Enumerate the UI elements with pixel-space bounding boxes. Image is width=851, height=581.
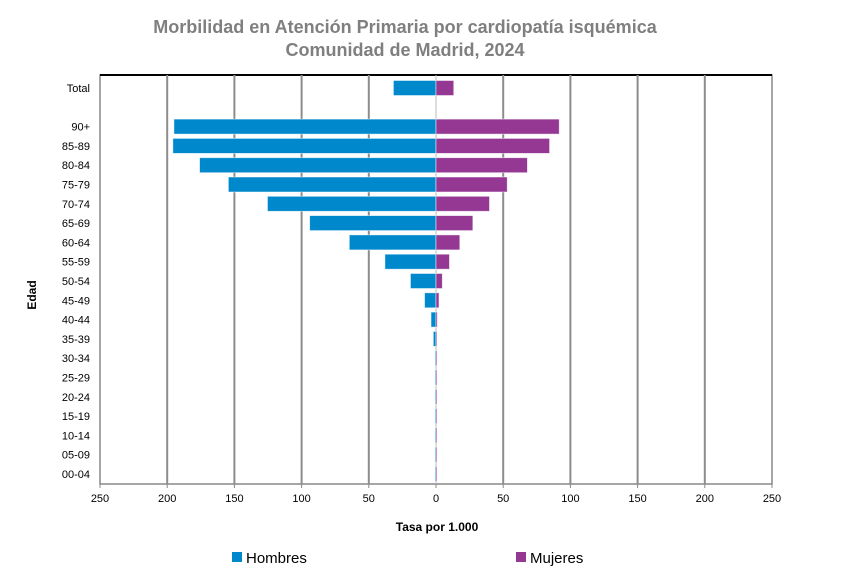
legend-swatch-mujeres bbox=[516, 552, 526, 562]
bar-hombres-55-59 bbox=[384, 253, 437, 270]
bar-hombres-40-44 bbox=[430, 311, 437, 328]
y-tick-label: 30-34 bbox=[62, 353, 90, 365]
bar-mujeres-60-64 bbox=[435, 234, 461, 251]
y-tick-label: 85-89 bbox=[62, 141, 90, 153]
y-tick-label: 40-44 bbox=[62, 315, 90, 327]
bar-mujeres-40-44 bbox=[435, 311, 438, 328]
y-tick-label: 45-49 bbox=[62, 295, 90, 307]
bar-hombres-35-39 bbox=[432, 330, 437, 347]
bar-mujeres-15-19 bbox=[435, 408, 438, 425]
x-tick-label: 0 bbox=[433, 493, 439, 505]
legend-swatch-hombres bbox=[232, 552, 242, 562]
x-tick-label: 150 bbox=[225, 493, 243, 505]
y-tick-label: 15-19 bbox=[62, 411, 90, 423]
y-tick-label: 65-69 bbox=[62, 218, 90, 230]
bar-mujeres-50-54 bbox=[435, 273, 443, 289]
bar-mujeres-Total bbox=[435, 80, 455, 96]
bar-hombres-45-49 bbox=[424, 292, 437, 309]
y-tick-label: 05-09 bbox=[62, 450, 90, 462]
bar-hombres-75-79 bbox=[227, 176, 437, 193]
bar-hombres-60-64 bbox=[348, 234, 437, 251]
y-tick-label: 55-59 bbox=[62, 257, 90, 269]
x-axis-label: Tasa por 1.000 bbox=[396, 520, 479, 534]
x-tick-label: 50 bbox=[497, 493, 509, 505]
bar-mujeres-30-34 bbox=[435, 350, 438, 367]
bar-hombres-85-89 bbox=[172, 137, 437, 154]
y-tick-label: 80-84 bbox=[62, 160, 90, 172]
y-tick-label: 60-64 bbox=[62, 237, 90, 249]
legend: Hombres Mujeres bbox=[232, 550, 583, 567]
bar-mujeres-70-74 bbox=[435, 195, 490, 212]
y-tick-label: Total bbox=[67, 83, 90, 95]
chart-title: Morbilidad en Atención Primaria por card… bbox=[153, 17, 657, 37]
bar-mujeres-55-59 bbox=[435, 253, 450, 270]
bar-mujeres-75-79 bbox=[435, 176, 508, 193]
bar-mujeres-85-89 bbox=[435, 137, 550, 154]
y-tick-label: 50-54 bbox=[62, 276, 90, 288]
bar-mujeres-90+ bbox=[435, 118, 560, 135]
bar-mujeres-05-09 bbox=[435, 446, 438, 463]
bar-hombres-Total bbox=[392, 80, 437, 96]
x-tick-label: 250 bbox=[763, 493, 781, 505]
bar-hombres-90+ bbox=[173, 118, 437, 135]
bar-hombres-70-74 bbox=[267, 195, 437, 212]
x-tick-label: 200 bbox=[696, 493, 714, 505]
y-tick-label: 90+ bbox=[71, 122, 90, 134]
bar-mujeres-10-14 bbox=[435, 427, 438, 444]
x-tick-label: 250 bbox=[91, 493, 109, 505]
bar-hombres-80-84 bbox=[199, 157, 437, 174]
x-tick-label: 100 bbox=[292, 493, 310, 505]
bar-hombres-50-54 bbox=[410, 273, 437, 289]
bar-mujeres-65-69 bbox=[435, 215, 474, 232]
bar-mujeres-00-04 bbox=[435, 466, 438, 482]
bar-mujeres-35-39 bbox=[435, 330, 438, 347]
y-tick-label: 00-04 bbox=[62, 469, 90, 481]
y-tick-label: 10-14 bbox=[62, 430, 90, 442]
bar-hombres-65-69 bbox=[309, 215, 437, 232]
y-tick-label: 25-29 bbox=[62, 373, 90, 385]
x-tick-label: 200 bbox=[158, 493, 176, 505]
x-tick-label: 100 bbox=[561, 493, 579, 505]
x-tick-label: 50 bbox=[363, 493, 375, 505]
bar-mujeres-45-49 bbox=[435, 292, 440, 309]
legend-label-mujeres: Mujeres bbox=[530, 550, 583, 567]
y-tick-label: 20-24 bbox=[62, 392, 90, 404]
bar-mujeres-25-29 bbox=[435, 369, 438, 386]
y-axis-label: Edad bbox=[25, 280, 39, 309]
y-tick-label: 35-39 bbox=[62, 334, 90, 346]
chart-subtitle: Comunidad de Madrid, 2024 bbox=[285, 40, 524, 60]
bar-mujeres-80-84 bbox=[435, 157, 528, 174]
bar-mujeres-20-24 bbox=[435, 388, 438, 405]
legend-label-hombres: Hombres bbox=[246, 550, 307, 567]
y-tick-label: 75-79 bbox=[62, 180, 90, 192]
x-tick-label: 150 bbox=[628, 493, 646, 505]
y-tick-label: 70-74 bbox=[62, 199, 90, 211]
